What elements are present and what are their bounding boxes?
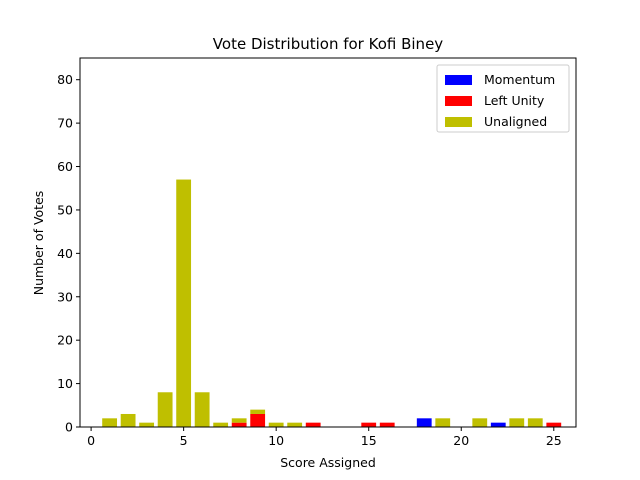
y-tick-label-10: 10 — [57, 376, 73, 391]
legend-swatch-unaligned — [445, 117, 472, 127]
bar-unaligned-5 — [176, 179, 192, 427]
x-tick-label-20: 20 — [453, 433, 469, 448]
bar-momentum-22 — [490, 422, 506, 427]
bar-left-unity-25 — [546, 422, 562, 427]
x-tick-label-25: 25 — [546, 433, 562, 448]
y-tick-label-20: 20 — [57, 333, 73, 348]
y-tick-label-0: 0 — [65, 420, 73, 435]
y-tick-label-70: 70 — [57, 116, 73, 131]
bar-left-unity-15 — [361, 422, 377, 427]
bar-left-unity-16 — [379, 422, 395, 427]
bar-unaligned-3 — [139, 422, 155, 427]
bar-left-unity-12 — [305, 422, 321, 427]
bar-left-unity-8 — [231, 422, 247, 427]
y-tick-label-50: 50 — [57, 202, 73, 217]
legend-label-momentum: Momentum — [484, 72, 555, 87]
axes-layer: 0 5 10 15 20 25 0 10 20 30 40 50 60 70 80 — [57, 57, 577, 448]
bar-unaligned-6 — [194, 392, 210, 427]
legend: Momentum Left Unity Unaligned — [436, 64, 570, 133]
bar-left-unity-9 — [250, 413, 266, 427]
bar-momentum-18 — [416, 418, 432, 427]
x-tick-label-15: 15 — [361, 433, 377, 448]
bar-unaligned-10 — [268, 422, 284, 427]
legend-label-unaligned: Unaligned — [484, 114, 547, 129]
bar-unaligned-8 — [231, 418, 247, 423]
bar-unaligned-19 — [435, 418, 451, 427]
x-tick-label-5: 5 — [180, 433, 188, 448]
legend-swatch-momentum — [445, 75, 472, 85]
bar-unaligned-24 — [527, 418, 543, 427]
bar-unaligned-2 — [120, 413, 136, 427]
bars-layer — [102, 179, 562, 427]
bar-unaligned-4 — [157, 392, 173, 427]
bar-unaligned-7 — [213, 422, 229, 427]
bar-unaligned-11 — [287, 422, 303, 427]
x-axis-title: Score Assigned — [280, 455, 376, 470]
x-tick-label-0: 0 — [87, 433, 95, 448]
y-tick-label-80: 80 — [57, 72, 73, 87]
legend-label-left-unity: Left Unity — [484, 93, 545, 108]
y-tick-label-30: 30 — [57, 289, 73, 304]
bar-unaligned-9 — [250, 409, 266, 414]
chart-title: Vote Distribution for Kofi Biney — [213, 35, 443, 53]
bar-unaligned-23 — [509, 418, 525, 427]
bar-unaligned-21 — [472, 418, 488, 427]
x-tick-label-10: 10 — [268, 433, 284, 448]
y-tick-label-60: 60 — [57, 159, 73, 174]
y-tick-label-40: 40 — [57, 246, 73, 261]
y-axis-title: Number of Votes — [31, 191, 46, 296]
legend-swatch-left-unity — [445, 96, 472, 106]
plot-frame — [79, 57, 577, 428]
bar-unaligned-1 — [102, 418, 118, 427]
